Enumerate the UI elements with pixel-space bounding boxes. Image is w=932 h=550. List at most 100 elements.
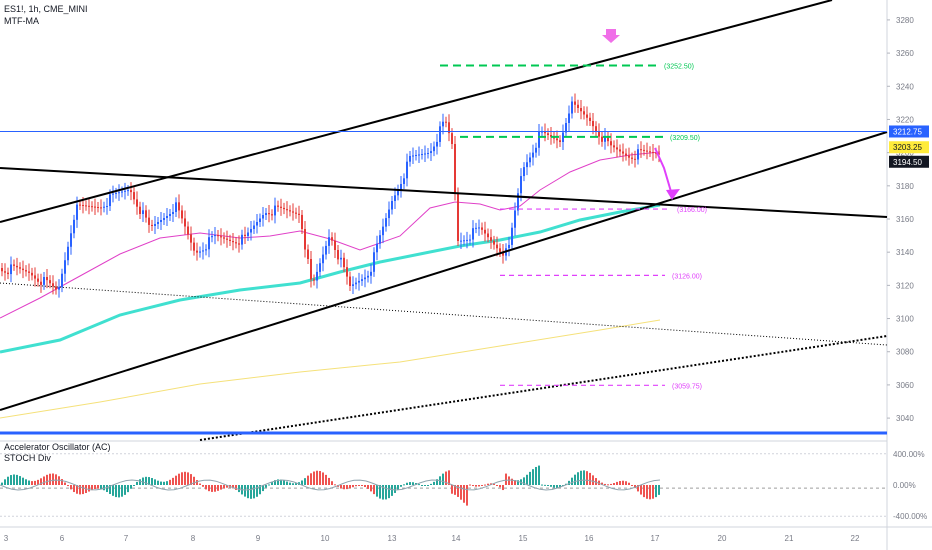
indicator-title: MTF-MA [4, 16, 39, 26]
oscillator-bar [352, 485, 354, 488]
candle-body [112, 193, 114, 195]
oscillator-bar [637, 485, 639, 492]
candle-body [595, 126, 597, 132]
candle-body [40, 281, 42, 285]
candle-body [265, 213, 267, 215]
oscillator-bar [277, 479, 279, 485]
oscillator-bar [7, 476, 9, 485]
candle-body [463, 240, 465, 242]
candle-body [466, 239, 468, 241]
oscillator-bar [610, 483, 612, 485]
candle-body [601, 136, 603, 142]
oscillator-bar [553, 485, 555, 488]
oscillator-bar [607, 484, 609, 486]
candle-body [268, 213, 270, 215]
candle-body [538, 131, 540, 148]
oscillator-bar [364, 485, 366, 488]
candle-body [607, 136, 609, 142]
candle-body [217, 235, 219, 237]
oscillator-bar [625, 481, 627, 485]
oscillator-bar [166, 481, 168, 485]
oscillator-bar [331, 481, 333, 485]
candle-body [223, 237, 225, 239]
oscillator-bar [460, 485, 462, 500]
candle-body [298, 213, 300, 215]
oscillator-bar [115, 485, 117, 498]
oscillator-bar [583, 470, 585, 485]
oscillator-bar [382, 485, 384, 500]
candle-body [577, 104, 579, 108]
price-badge [889, 155, 929, 168]
oscillator-bar [22, 477, 24, 485]
oscillator-bar [442, 473, 444, 485]
candle-body [79, 204, 81, 206]
candle-body [133, 192, 135, 200]
oscillator-bar [559, 485, 561, 488]
oscillator-bar [16, 474, 18, 485]
time-tick-label: 16 [585, 534, 594, 543]
oscillator-bar [28, 480, 30, 485]
oscillator-bar [226, 485, 228, 488]
oscillator-title: Accelerator Oscillator (AC) [4, 442, 111, 452]
candle-body [481, 227, 483, 230]
oscillator-bar [466, 485, 468, 506]
price-level-label: (3126.00) [672, 273, 702, 280]
candle-body [166, 216, 168, 218]
oscillator-bar [265, 485, 267, 488]
candle-body [7, 272, 9, 275]
candle-body [424, 153, 426, 155]
candle-body [586, 114, 588, 118]
candle-body [277, 205, 279, 207]
oscillator-bar [430, 483, 432, 485]
oscillator-bar [481, 485, 483, 486]
oscillator-bar [271, 481, 273, 485]
oscillator-bar [307, 475, 309, 485]
oscillator-bar [580, 470, 582, 485]
candle-body [280, 206, 282, 208]
price-tick-label: 3060 [896, 381, 914, 390]
oscillator-bar [211, 485, 213, 492]
candle-body [163, 218, 165, 220]
candle-body [259, 218, 261, 222]
candle-body [385, 218, 387, 227]
candle-body [652, 152, 654, 153]
candle-body [100, 207, 102, 209]
candle-body [148, 217, 150, 225]
oscillator-bar [577, 472, 579, 485]
oscillator-bar [313, 471, 315, 485]
oscillator-bar [640, 485, 642, 495]
oscillator-bar [232, 485, 234, 489]
oscillator-bar [205, 485, 207, 490]
price-level-label: (3209.50) [670, 135, 700, 142]
oscillator-bar [586, 471, 588, 485]
candle-body [109, 194, 111, 207]
oscillator-bar [469, 484, 471, 486]
oscillator-bar [154, 479, 156, 485]
oscillator-bar [250, 485, 252, 499]
candle-body [328, 237, 330, 246]
oscillator-bar [172, 477, 174, 485]
candle-body [364, 277, 366, 280]
candle-body [376, 243, 378, 253]
oscillator-tick-label: -400.00% [893, 512, 927, 521]
oscillator-bar [322, 472, 324, 485]
candle-body [325, 245, 327, 255]
oscillator-bar [94, 485, 96, 490]
candle-body [16, 265, 18, 268]
candle-body [622, 151, 624, 154]
price-tick-label: 3240 [896, 82, 914, 91]
candle-body [232, 241, 234, 243]
oscillator-bar [97, 485, 99, 489]
oscillator-bar [235, 485, 237, 490]
oscillator-bar [385, 485, 387, 500]
down-arrow-icon [602, 29, 620, 43]
candle-body [103, 206, 105, 208]
oscillator-bar [319, 471, 321, 485]
oscillator-bar [283, 480, 285, 485]
oscillator-bar [472, 485, 474, 487]
candle-body [154, 224, 156, 226]
oscillator-bar [649, 485, 651, 500]
candle-body [598, 131, 600, 137]
oscillator-tick-label: 400.00% [893, 450, 925, 459]
price-tick-label: 3280 [896, 16, 914, 25]
